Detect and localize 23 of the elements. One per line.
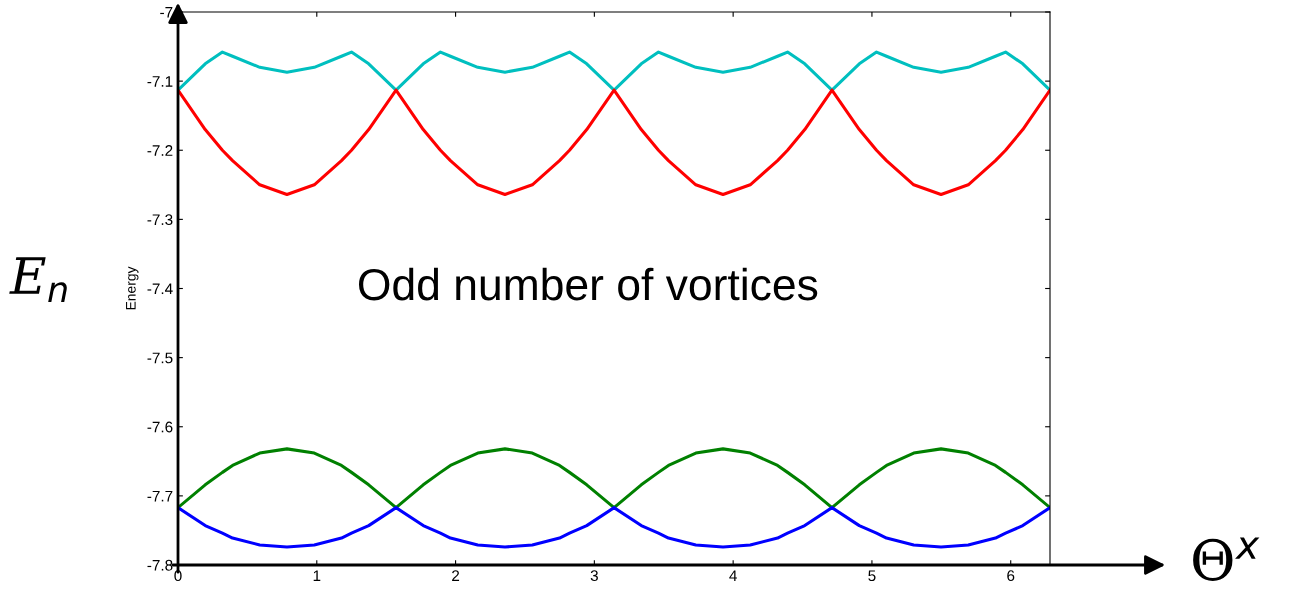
line-series xyxy=(178,88,1050,197)
y-tick-label: -7.7 xyxy=(147,490,173,502)
annotation: Odd number of vortices xyxy=(358,267,818,301)
x-tick-label: 2 xyxy=(452,570,460,581)
y-axis-title: Energy xyxy=(126,266,139,310)
line-series xyxy=(178,506,1050,549)
x-tick-label: 5 xyxy=(868,570,876,582)
y-tick-label: -7.2 xyxy=(147,145,173,156)
y-tick-label: -7.6 xyxy=(147,421,173,433)
x-axis-title: Θ$^{x}$ xyxy=(1193,537,1260,581)
x-tick-label: 4 xyxy=(729,570,737,581)
y-tick-label: -7 xyxy=(160,7,173,18)
x-tick-label: 1 xyxy=(313,570,321,581)
y-tick-label: -7.8 xyxy=(147,559,173,571)
x-tick-label: 6 xyxy=(1007,570,1015,582)
text: E$_{n}$ xyxy=(9,257,67,302)
y-tick-label: -7.4 xyxy=(147,283,173,295)
y-tick-label: -7.1 xyxy=(147,76,173,87)
y-tick-label: -7.3 xyxy=(147,214,173,226)
line-series xyxy=(178,447,1050,510)
y-tick-label: -7.5 xyxy=(147,352,173,364)
x-tick-label: 3 xyxy=(590,570,598,582)
line-series xyxy=(178,50,1050,92)
